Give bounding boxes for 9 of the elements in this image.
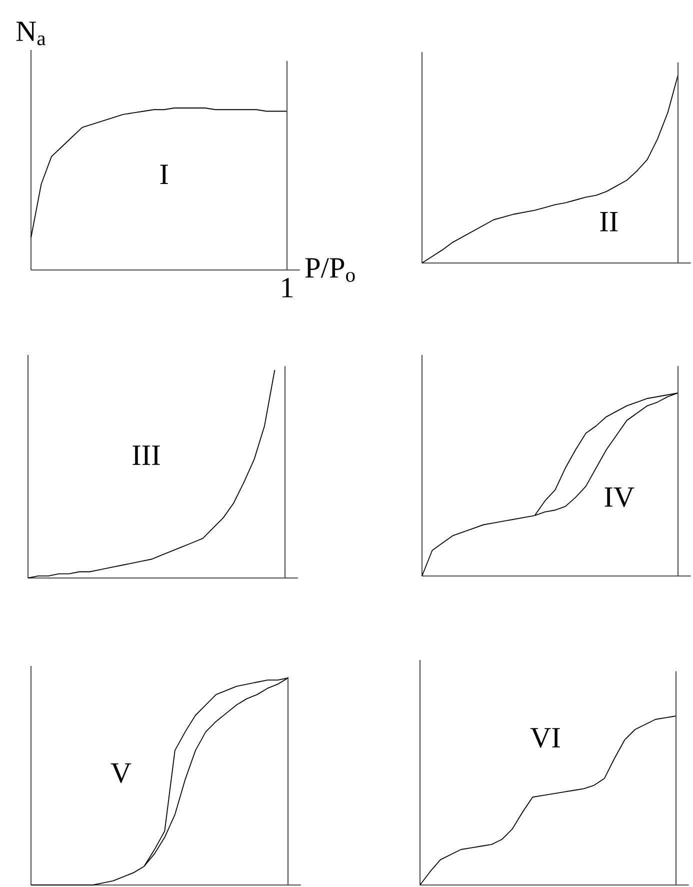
annotation: I: [160, 164, 168, 184]
y-axis-title: N$_{a}$: [16, 22, 46, 46]
annotation: V: [110, 763, 132, 784]
annotation: IV: [604, 487, 634, 508]
annotation: III: [132, 446, 160, 465]
annotation: II: [600, 212, 618, 232]
x-axis-title: P/P$_{o}$: [305, 258, 355, 282]
text: 1: [282, 278, 293, 298]
annotation: VI: [530, 728, 560, 748]
